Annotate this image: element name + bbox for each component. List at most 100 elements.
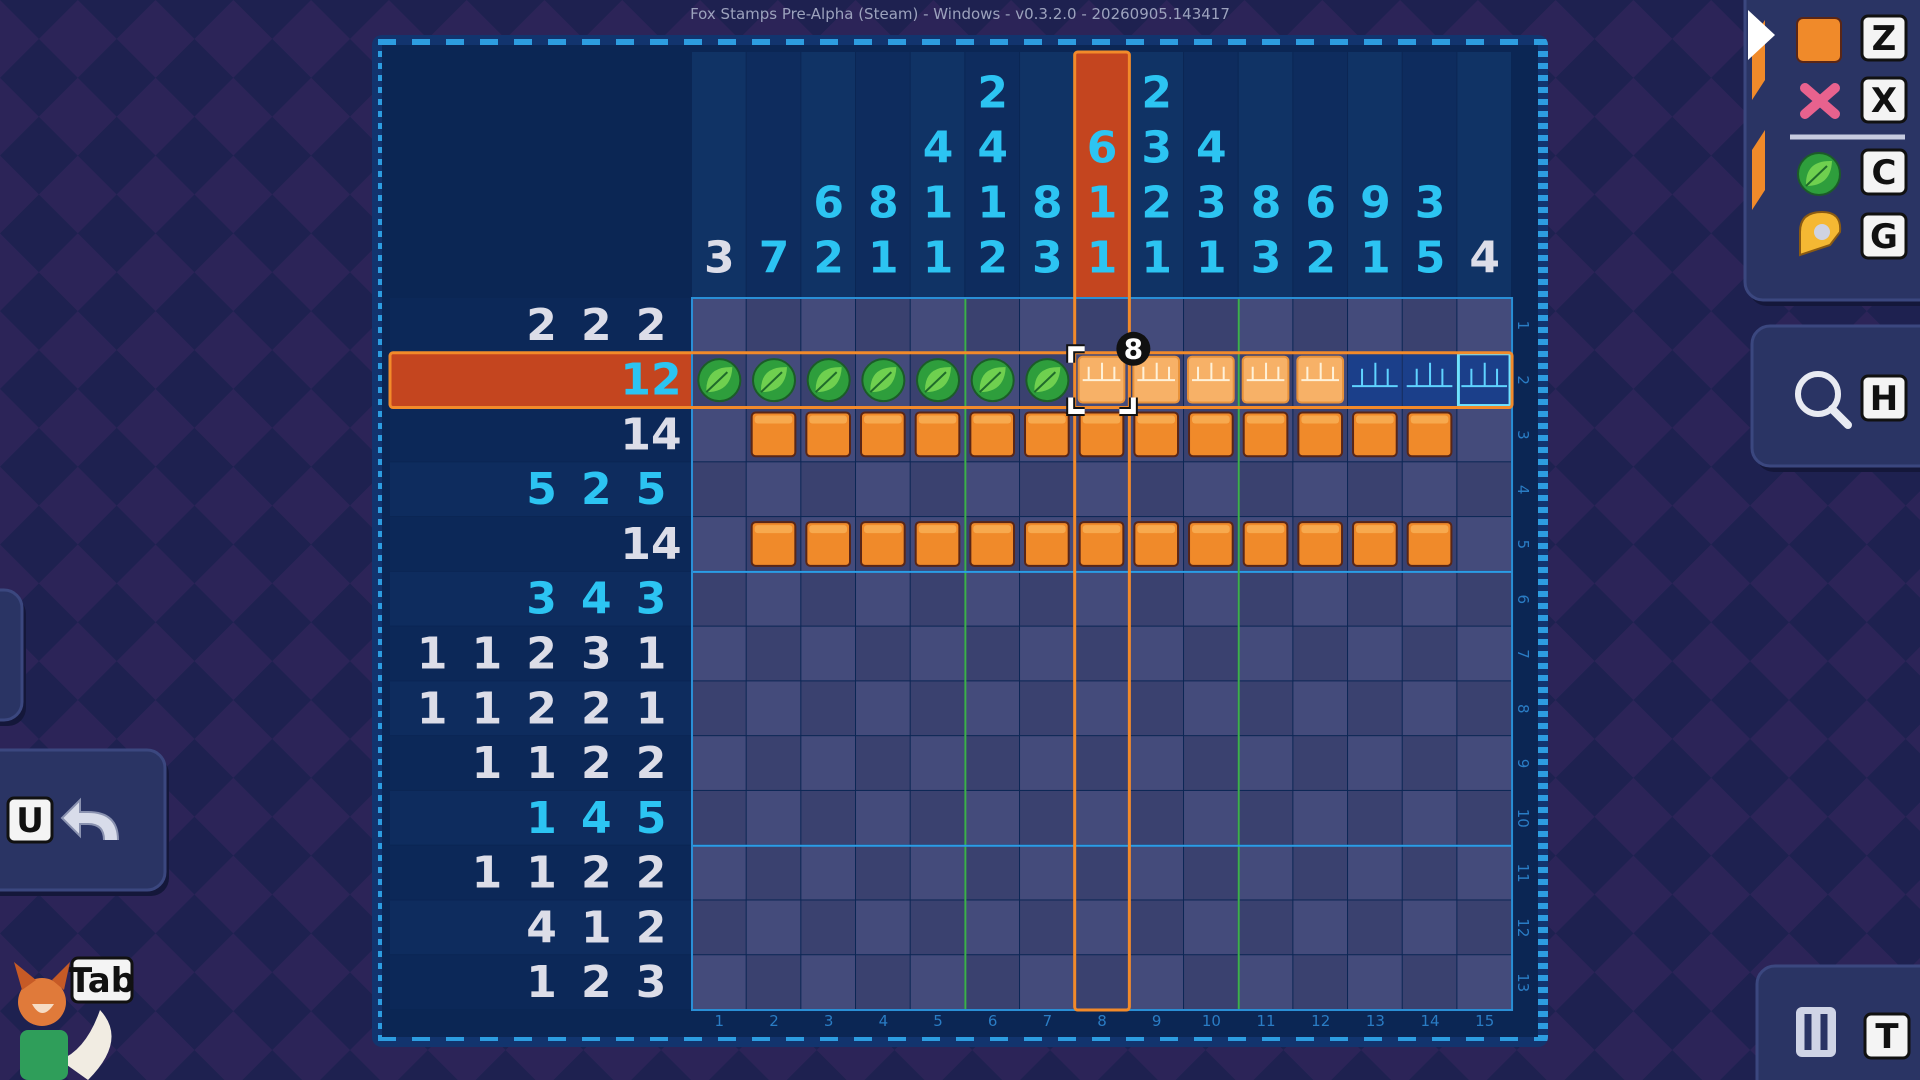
cell [746,462,801,517]
cell [692,626,746,681]
preview-ticks [1192,362,1230,382]
row-clue: 5 [636,793,667,844]
cell [1074,736,1129,790]
filled-cell-shine [864,525,902,534]
leaf-cell-vein [1033,371,1057,393]
row-clue-band [390,790,692,845]
row-clue: 2 [636,300,667,351]
row-clue-band [390,352,692,407]
panel-hazard [1752,20,1765,210]
cell [746,681,801,736]
row-clue: 2 [526,629,557,680]
row-clue: 3 [581,629,612,680]
cell [692,955,746,1010]
cell [965,681,1020,736]
leaf-cell-vein [869,371,893,393]
row-clue: 4 [526,902,557,953]
column-clue: 2 [1141,68,1172,119]
cell [692,790,746,845]
cell [965,955,1020,1010]
cell [856,736,910,790]
leaf-cell-vein [814,371,838,393]
filled-cell-shine [1028,415,1066,424]
cell [1020,845,1074,900]
column-clue: 1 [1087,233,1118,284]
cell [1020,298,1074,352]
row-number: 9 [1514,759,1532,769]
row-clue: 2 [526,683,557,734]
cell [1074,790,1129,845]
cell [1457,298,1512,352]
cell [856,681,910,736]
cell [692,681,746,736]
cell [1402,298,1457,352]
row-clue-band [390,955,692,1010]
column-number: 13 [1366,1012,1385,1030]
cell [1402,845,1457,900]
row-clue: 4 [581,793,612,844]
cell [1293,681,1348,736]
cell [1129,681,1184,736]
row-number: 5 [1514,540,1532,550]
column-clue: 1 [1196,233,1227,284]
column-number: 15 [1475,1012,1494,1030]
column-clue-band [965,52,1020,298]
key-label: Z [1872,19,1897,59]
cell [1020,955,1074,1010]
cell [801,955,856,1010]
filled-cell-shine [918,415,957,424]
cell [1402,462,1457,517]
cell [1293,571,1348,626]
cell [1457,845,1512,900]
column-clue: 2 [977,233,1008,284]
cell [856,298,910,352]
row-clue: 1 [472,629,503,680]
cell [1293,736,1348,790]
cell [856,900,910,955]
column-clue: 1 [1087,178,1118,229]
column-number: 9 [1152,1012,1162,1030]
filled-cell-shine [754,415,793,424]
cell [1457,790,1512,845]
cell [1129,571,1184,626]
filled-cell-shine [1246,525,1285,534]
key-cap [1860,148,1908,196]
cell [1129,626,1184,681]
leaf-cell-vein [760,371,783,393]
cell [965,462,1020,517]
fox-face [32,1004,54,1013]
cell [965,900,1020,955]
key-label: Tab [69,961,135,1001]
column-number: 8 [1097,1012,1107,1030]
cell [692,845,746,900]
preview-ticks [1301,362,1340,382]
undo-arrow [60,797,119,841]
row-clue: 2 [636,848,667,899]
column-clue-band [1348,52,1402,298]
cell [1457,462,1512,517]
cell [1402,955,1457,1010]
key-cap [1860,374,1908,422]
column-clue: 4 [977,123,1008,174]
column-clue: 2 [813,233,844,284]
cell [1020,626,1074,681]
column-clue-band [1129,52,1184,298]
panel [0,588,24,722]
row-clue: 14 [620,519,681,570]
filled-cell-shine [1082,415,1121,424]
column-clue: 3 [1415,178,1446,229]
column-clue-band [746,52,801,298]
column-clue: 4 [1196,123,1227,174]
cell [1184,626,1238,681]
row-clue-band [390,571,692,626]
cell [910,298,965,352]
cell [1020,900,1074,955]
cell [1074,626,1129,681]
column-number: 14 [1420,1012,1439,1030]
column-number: 6 [988,1012,998,1030]
column-clue: 8 [1251,178,1282,229]
cell [1293,462,1348,517]
cell [1402,736,1457,790]
cell [801,790,856,845]
